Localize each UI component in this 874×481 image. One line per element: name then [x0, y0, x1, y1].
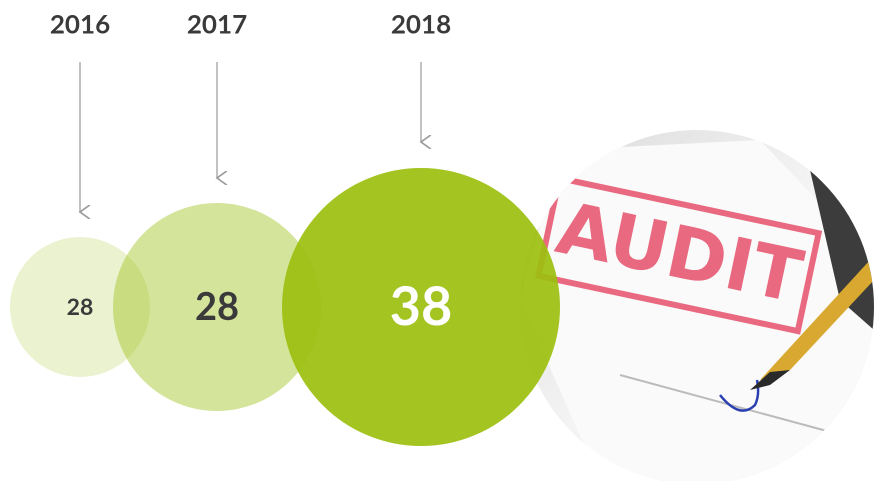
value-label: 38: [390, 272, 453, 337]
value-label: 28: [67, 292, 94, 320]
audit-photo: AUDIT: [520, 130, 874, 481]
year-label: 2018: [391, 8, 451, 40]
value-label: 28: [195, 283, 239, 329]
year-label: 2017: [187, 8, 247, 40]
circle-2018: [282, 168, 560, 446]
circle-2016: [10, 237, 150, 377]
year-label: 2016: [50, 8, 110, 40]
circle-2017: [113, 203, 321, 411]
